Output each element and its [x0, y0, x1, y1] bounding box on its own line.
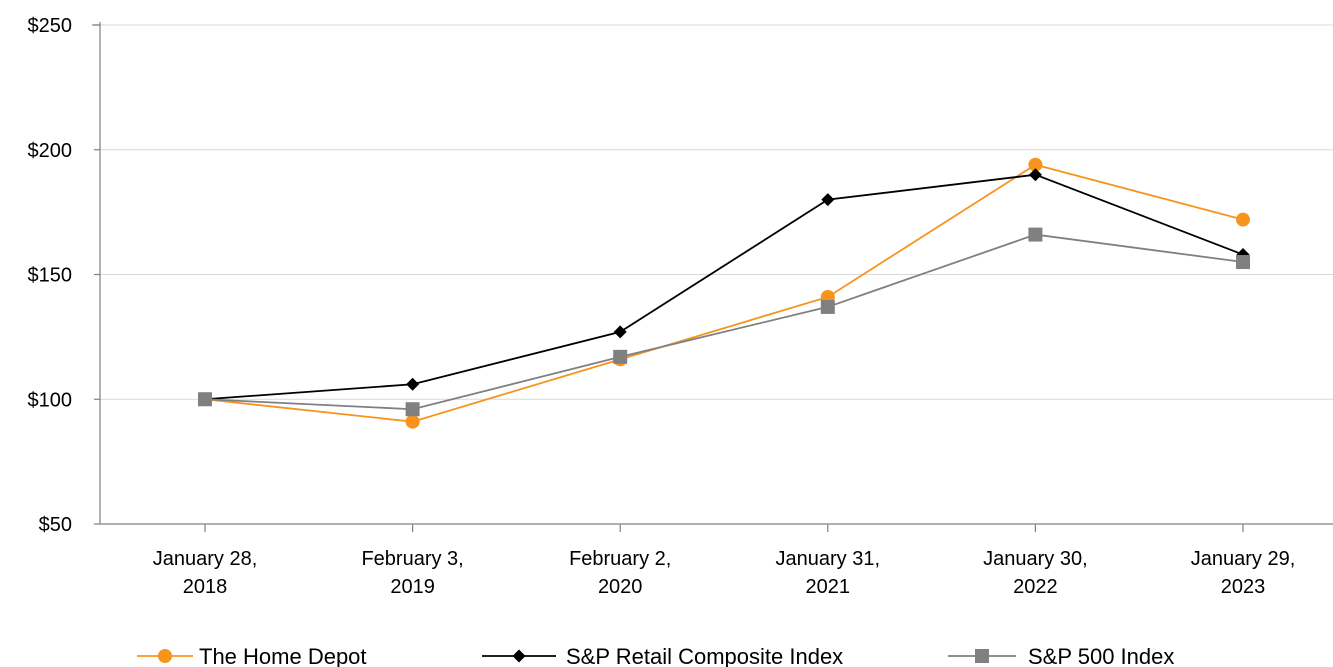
legend-label: S&P 500 Index [1028, 644, 1174, 667]
legend-item: The Home Depot [137, 644, 367, 667]
x-tick-label: January 30, 2022 [983, 548, 1088, 598]
data-point-square [975, 649, 989, 663]
x-tick-label: February 2, 2020 [569, 548, 671, 598]
y-tick-label: $100 [28, 389, 73, 411]
series-line [204, 163, 1244, 423]
data-point-circle [158, 649, 172, 663]
legend-label: S&P Retail Composite Index [566, 644, 843, 667]
x-tick-label: January 28, 2018 [153, 548, 258, 598]
series-line [204, 233, 1244, 411]
data-point-square [405, 402, 420, 417]
legend-item: S&P 500 Index [948, 644, 1174, 667]
y-tick-label: $200 [28, 140, 73, 162]
data-point-square [198, 392, 212, 407]
data-point-circle [1028, 157, 1043, 172]
series-diamond-group [198, 168, 1250, 406]
gridlines [100, 24, 1333, 400]
data-point-diamond [1236, 248, 1250, 262]
legend-item: S&P Retail Composite Index [482, 644, 843, 667]
x-tick-label: February 3, 2019 [361, 548, 463, 598]
data-point-square [1236, 255, 1250, 270]
x-tick-label: January 29, 2023 [1191, 548, 1296, 598]
data-point-diamond [821, 193, 835, 207]
y-tick-label: $50 [39, 514, 72, 536]
axes [92, 22, 1333, 532]
data-point-square [820, 299, 835, 314]
legend-label: The Home Depot [199, 644, 367, 667]
data-point-diamond [512, 649, 526, 663]
series-square-group [198, 227, 1250, 417]
data-point-square [1028, 227, 1043, 242]
legend: The Home Depot S&P Retail Composite Index… [137, 644, 1174, 667]
x-tick-label: January 31, 2021 [776, 548, 881, 598]
y-tick-label: $250 [28, 15, 73, 37]
data-point-diamond [1028, 168, 1042, 182]
data-point-square [613, 349, 628, 364]
data-point-circle [405, 414, 420, 429]
y-tick-label: $150 [28, 265, 73, 287]
series-line [204, 173, 1244, 401]
y-axis-tick-labels: $50 $100 $150 $200 $250 [28, 15, 73, 536]
data-point-circle [1236, 212, 1250, 227]
series-layer [198, 157, 1250, 429]
data-point-diamond [613, 325, 627, 339]
x-axis-tick-labels: January 28, 2018 February 3, 2019 February 2… [153, 548, 1296, 598]
data-point-diamond [406, 377, 420, 391]
